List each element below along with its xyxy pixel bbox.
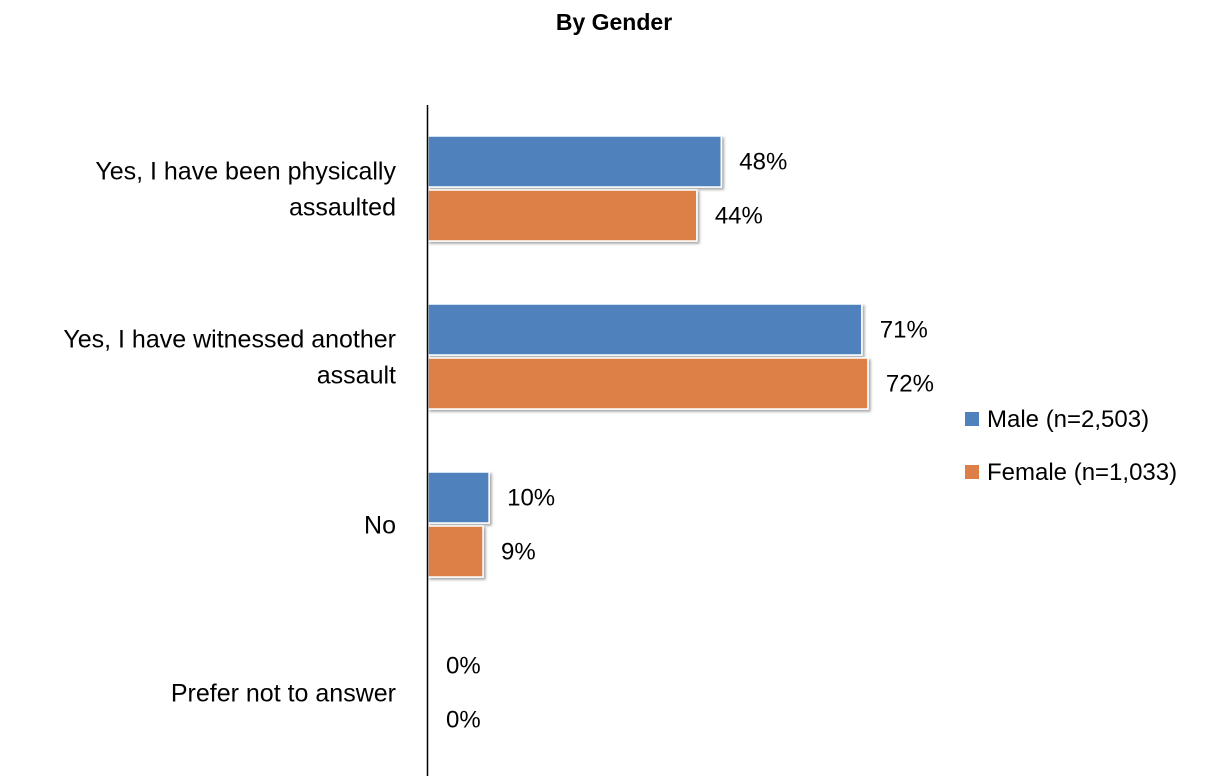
bar-female <box>427 357 869 410</box>
legend-label: Female (n=1,033) <box>987 459 1177 486</box>
legend: Male (n=2,503) Female (n=1,033) <box>965 406 1177 486</box>
bars-layer <box>427 135 869 578</box>
category-label-line: Yes, I have witnessed another <box>63 326 396 354</box>
data-label: 44% <box>715 203 763 230</box>
bar-male <box>427 471 490 524</box>
legend-label: Male (n=2,503) <box>987 406 1149 433</box>
data-labels-layer: 48% 44% 71% 72% 10% 9% 0% 0% <box>446 149 934 734</box>
bar-male <box>427 135 723 188</box>
data-label: 9% <box>501 539 536 566</box>
legend-swatch <box>965 465 979 479</box>
data-label: 48% <box>739 149 787 176</box>
legend-swatch <box>965 412 979 426</box>
data-label: 10% <box>507 485 555 512</box>
bar-female <box>427 525 484 578</box>
category-label-line: assault <box>317 362 396 390</box>
category-label-line: Prefer not to answer <box>171 680 396 708</box>
category-label: No <box>364 512 396 540</box>
data-label: 0% <box>446 653 481 680</box>
bar-male <box>427 303 863 356</box>
data-label: 71% <box>880 317 928 344</box>
data-label: 0% <box>446 707 481 734</box>
data-label: 72% <box>886 371 934 398</box>
category-label-line: No <box>364 512 396 540</box>
bar-female <box>427 189 698 242</box>
category-label: Yes, I have witnessed another assault <box>63 326 396 390</box>
category-label: Prefer not to answer <box>171 680 396 708</box>
category-label-line: assaulted <box>289 194 396 222</box>
chart-title: By Gender <box>556 9 672 35</box>
category-label: Yes, I have been physically assaulted <box>95 158 396 222</box>
category-axis-labels: Yes, I have been physically assaultedYes,… <box>63 158 396 708</box>
category-label-line: Yes, I have been physically <box>95 158 396 186</box>
